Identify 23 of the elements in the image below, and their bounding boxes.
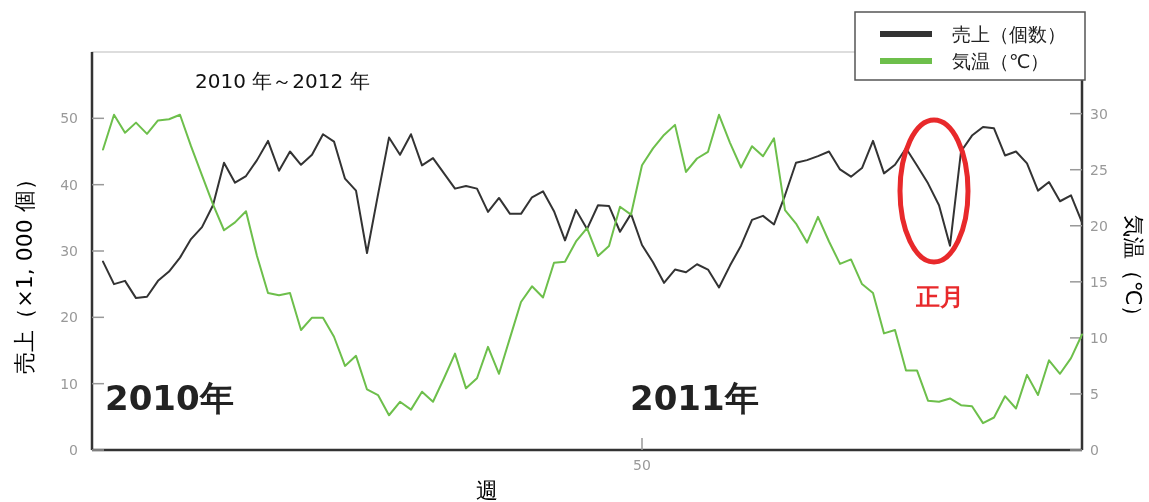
y-tick-label: 10 bbox=[60, 375, 78, 392]
y2-tick-label: 20 bbox=[1090, 217, 1108, 234]
y2-tick-label: 0 bbox=[1090, 442, 1099, 458]
y-tick-label: 0 bbox=[69, 442, 78, 458]
y-tick-label: 30 bbox=[60, 243, 78, 259]
x-axis-title: 週 bbox=[476, 478, 498, 502]
annotation: 2011年 bbox=[630, 378, 759, 418]
y-tick-label: 50 bbox=[60, 110, 78, 127]
y2-axis-title: 気温（℃） bbox=[1121, 214, 1146, 328]
legend-label: 気温（℃） bbox=[952, 50, 1050, 72]
annotation: 2010年 bbox=[105, 378, 234, 418]
y2-tick-label: 15 bbox=[1090, 273, 1108, 290]
y-axis-title: 売上（×1, 000 個） bbox=[12, 168, 37, 374]
y2-tick-label: 5 bbox=[1090, 385, 1099, 402]
y2-tick-label: 10 bbox=[1090, 329, 1108, 346]
y-tick-label: 40 bbox=[60, 176, 78, 193]
text: 2010 年～2012 年 bbox=[195, 69, 370, 93]
annotation: 正月 bbox=[915, 283, 964, 311]
legend-label: 売上（個数） bbox=[952, 23, 1066, 45]
y-tick-label: 20 bbox=[60, 309, 78, 326]
line-series bbox=[102, 113, 1083, 425]
y2-tick-label: 30 bbox=[1090, 105, 1108, 122]
y2-tick-label: 25 bbox=[1090, 161, 1108, 178]
